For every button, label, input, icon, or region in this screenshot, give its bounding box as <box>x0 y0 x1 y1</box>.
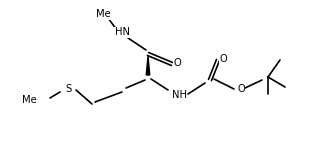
Text: S: S <box>65 84 71 94</box>
Polygon shape <box>146 56 150 75</box>
Text: O: O <box>219 54 227 64</box>
Text: Me: Me <box>22 95 37 105</box>
Text: NH: NH <box>172 90 187 100</box>
Text: O: O <box>173 58 181 68</box>
Text: Me: Me <box>96 9 110 19</box>
Text: HN: HN <box>115 27 130 37</box>
Text: O: O <box>237 84 245 94</box>
